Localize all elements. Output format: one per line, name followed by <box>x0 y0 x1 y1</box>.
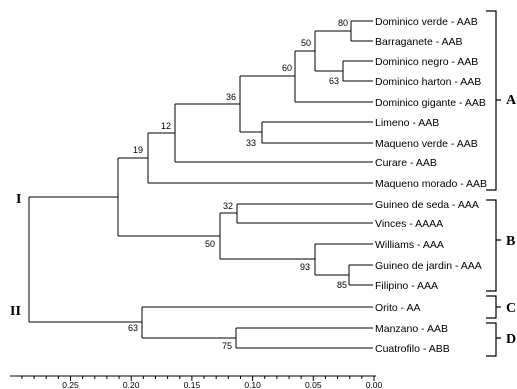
group-bracket-d <box>486 322 501 357</box>
bootstrap-value: 36 <box>226 92 236 102</box>
cluster-label-ii: II <box>10 304 21 319</box>
leaf-label: Limeno - AAB <box>375 117 439 129</box>
bootstrap-value: 50 <box>205 239 215 249</box>
group-label-a: A <box>506 93 517 108</box>
bootstrap-value: 63 <box>128 323 138 333</box>
group-bracket-b <box>486 199 501 292</box>
bootstrap-value: 32 <box>223 201 233 211</box>
leaf-label: Manzano - AAB <box>375 323 448 335</box>
leaf-labels: Dominico verde - AAB Barraganete - AAB D… <box>375 16 487 355</box>
tree-branches <box>28 20 373 349</box>
leaf-label: Maqueno verde - AAB <box>375 138 478 150</box>
axis-tick-label: 0.25 <box>62 380 79 389</box>
group-bracket-c <box>486 295 501 319</box>
group-label-c: C <box>506 301 516 316</box>
axis-tick-label: 0.05 <box>305 380 322 389</box>
bootstrap-value: 50 <box>301 38 311 48</box>
leaf-label: Curare - AAB <box>375 157 437 169</box>
bootstrap-value: 33 <box>246 138 256 148</box>
leaf-label: Dominico negro - AAB <box>375 56 478 68</box>
bootstrap-value: 75 <box>222 341 232 351</box>
axis-tick-label: 0.20 <box>123 380 140 389</box>
leaf-label: Maqueno morado - AAB <box>375 178 487 190</box>
bootstrap-value: 19 <box>133 145 143 155</box>
leaf-label: Guineo de seda - AAA <box>375 199 479 211</box>
axis-tick-label: 0.15 <box>184 380 201 389</box>
bootstrap-values: 80 63 50 60 33 36 12 19 85 93 32 50 75 6… <box>128 18 348 351</box>
bootstrap-value: 63 <box>329 76 339 86</box>
leaf-label: Barraganete - AAB <box>375 36 463 48</box>
group-label-d: D <box>506 332 516 347</box>
group-brackets: A B C D <box>486 10 517 357</box>
axis-tick-label: 0.00 <box>366 380 383 389</box>
axis-tick-label: 0.10 <box>244 380 261 389</box>
bootstrap-value: 93 <box>300 262 310 272</box>
leaf-label: Williams - AAA <box>375 239 444 251</box>
leaf-label: Filipino - AAA <box>375 280 438 292</box>
cluster-label-i: I <box>16 192 21 207</box>
group-bracket-a <box>486 10 501 191</box>
leaf-label: Dominico verde - AAB <box>375 16 478 28</box>
leaf-label: Dominico gigante - AAB <box>375 97 486 109</box>
leaf-label: Vinces - AAAA <box>375 218 443 230</box>
leaf-label: Dominico harton - AAB <box>375 76 481 88</box>
bootstrap-value: 12 <box>161 121 171 131</box>
axis-ticks: 0.25 0.20 0.15 0.10 0.05 0.00 <box>21 376 383 389</box>
leaf-label: Orito - AA <box>375 302 421 314</box>
leaf-label: Guineo de jardin - AAA <box>375 260 482 272</box>
distance-axis: 0.25 0.20 0.15 0.10 0.05 0.00 <box>10 375 383 389</box>
bootstrap-value: 85 <box>337 280 347 290</box>
bootstrap-value: 80 <box>338 18 348 28</box>
group-label-b: B <box>506 234 515 249</box>
bootstrap-value: 60 <box>282 63 292 73</box>
leaf-label: Cuatrofilo - ABB <box>375 343 450 355</box>
